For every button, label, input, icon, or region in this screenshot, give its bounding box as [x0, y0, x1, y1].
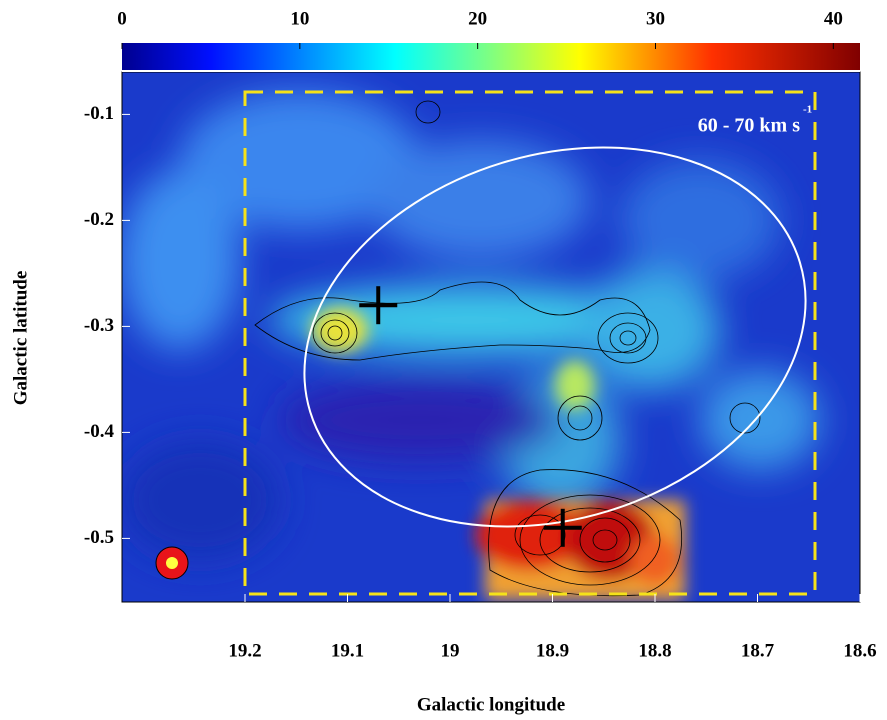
- intensity-image: [120, 72, 860, 602]
- x-tick-label: 19.2: [228, 640, 261, 661]
- colorbar-tick-label: 40: [824, 8, 843, 29]
- x-tick-label: 18.9: [536, 640, 569, 661]
- colorbar-tick-label: 0: [117, 8, 127, 29]
- x-tick-label: 18.7: [741, 640, 775, 661]
- beam-core: [166, 557, 178, 569]
- x-tick-label: 19.1: [331, 640, 364, 661]
- y-tick-label: -0.5: [84, 527, 114, 548]
- colorbar-tick-label: 10: [290, 8, 309, 29]
- y-tick-label: -0.1: [84, 103, 114, 124]
- chart: 60 - 70 km s -1 Galactic longitude Galac…: [0, 0, 887, 720]
- annotation: 60 - 70 km s: [698, 115, 800, 137]
- x-tick-label: 19: [441, 640, 460, 661]
- x-tick-label: 18.6: [843, 640, 876, 661]
- colorbar-tick-label: 20: [468, 8, 487, 29]
- y-tick-label: -0.2: [84, 209, 114, 230]
- colorbar: [122, 43, 860, 70]
- annotation-superscript: -1: [803, 104, 812, 116]
- y-tick-label: -0.4: [84, 421, 115, 442]
- x-axis-label: Galactic longitude: [417, 694, 565, 715]
- y-tick-label: -0.3: [84, 315, 114, 336]
- x-tick-label: 18.8: [638, 640, 671, 661]
- y-axis-label: Galactic latitude: [10, 271, 31, 406]
- colorbar-tick-label: 30: [646, 8, 665, 29]
